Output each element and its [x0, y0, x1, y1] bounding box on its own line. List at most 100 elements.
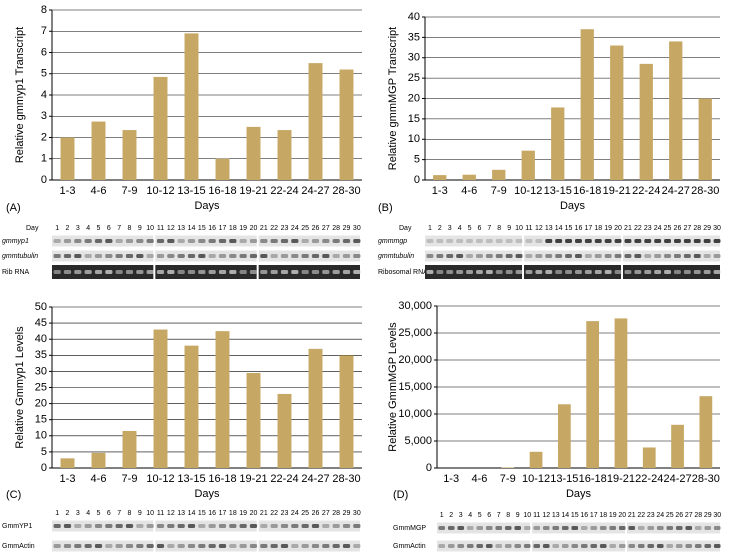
lane-number: 16 [580, 512, 588, 519]
bar [501, 467, 515, 468]
lane-number: 26 [312, 510, 320, 517]
x-tick-label: 24-27 [663, 473, 691, 485]
x-tick-label: 4-6 [91, 473, 107, 485]
gel-band [561, 544, 569, 548]
gel-band [74, 544, 82, 548]
lane-number: 15 [198, 225, 206, 232]
x-tick-label: 22-24 [635, 473, 663, 485]
gel-band [53, 239, 61, 243]
gel-band [291, 239, 299, 243]
gel-band [156, 254, 165, 258]
lane-number: 3 [459, 512, 463, 519]
lane-number: 19 [239, 510, 247, 517]
gel-band [614, 270, 622, 274]
gel-band [604, 254, 612, 258]
lane-number: 20 [614, 225, 622, 232]
lane-number: 13 [552, 512, 560, 519]
gel-band [475, 270, 483, 274]
lane-number: 9 [138, 510, 142, 517]
gel-band [654, 239, 662, 243]
lane-number: 12 [167, 510, 175, 517]
gel-band [187, 239, 196, 243]
row-label: GmmActin [393, 543, 426, 550]
y-tick-label: 20,000 [398, 354, 432, 366]
lane-number: 10 [523, 512, 531, 519]
gel-band [291, 254, 299, 258]
gel-strip [437, 522, 530, 534]
gel-band [673, 254, 681, 258]
lane-number: 4 [468, 512, 472, 519]
gel-band [311, 524, 320, 528]
panel-label: (A) [6, 202, 21, 214]
y-tick-label: 25 [35, 381, 47, 393]
gel-band [156, 524, 165, 528]
bar [153, 329, 168, 468]
gel-band [270, 524, 278, 528]
gel-band [446, 254, 454, 258]
gel-band [249, 254, 258, 258]
gel-band [167, 524, 175, 528]
gel-band [229, 524, 237, 528]
gel-band [280, 254, 289, 258]
lane-number: 10 [515, 225, 523, 232]
gel-strip [258, 540, 360, 552]
gel-band [105, 254, 113, 258]
x-tick-label: 24-27 [662, 185, 690, 197]
gel-band [146, 544, 154, 548]
y-tick-label: 1 [41, 153, 47, 165]
x-tick-label: 16-18 [208, 185, 236, 197]
gel-strip [155, 250, 257, 262]
gel-band [74, 270, 82, 274]
gel-band [353, 270, 361, 274]
gel-band [84, 524, 92, 528]
gel-band [609, 544, 617, 548]
bar [492, 169, 506, 180]
lane-number: 2 [66, 510, 70, 517]
lane-number: 3 [76, 225, 80, 232]
lane-number: 14 [188, 510, 196, 517]
bar [669, 41, 683, 181]
gel-band [495, 270, 503, 274]
y-tick-label: 10 [35, 430, 47, 442]
gel-band [475, 239, 483, 243]
gel-band [664, 239, 672, 243]
lane-number: 20 [618, 512, 626, 519]
lane-number: 12 [167, 225, 175, 232]
gel-band [239, 524, 247, 528]
gel-strip [623, 250, 720, 262]
gel-band [280, 524, 289, 528]
lane-number: 26 [675, 512, 683, 519]
lane-number: 21 [628, 512, 636, 519]
lane-number: 1 [55, 225, 59, 232]
x-tick-label: 13-15 [544, 185, 572, 197]
gel-strip [627, 540, 720, 552]
lane-number: 7 [117, 510, 121, 517]
gel-band [105, 544, 113, 548]
gel-strip [258, 250, 360, 262]
bar [308, 348, 323, 468]
gel-band [555, 254, 563, 258]
gel-band [332, 254, 340, 258]
gel-strip [627, 522, 720, 534]
gel-band [270, 254, 278, 258]
lane-number: 30 [353, 225, 361, 232]
gel-band [694, 544, 702, 548]
gel-band [136, 270, 144, 274]
lane-number: 25 [301, 225, 309, 232]
gel-band [291, 544, 299, 548]
gel-band [514, 526, 522, 530]
lane-number: 12 [542, 512, 550, 519]
gel-band [693, 239, 701, 243]
gel-band [656, 526, 664, 530]
lane-number: 9 [516, 512, 520, 519]
gel-band [504, 544, 512, 548]
gel-band [239, 239, 247, 243]
y-tick-label: 4 [41, 89, 47, 101]
lane-number: 27 [322, 225, 330, 232]
gel-band [177, 239, 185, 243]
gel-band [136, 524, 144, 528]
gel-band [218, 254, 227, 258]
lane-number: 18 [599, 512, 607, 519]
y-tick-label: 40 [35, 333, 47, 345]
lane-number: 8 [128, 225, 132, 232]
